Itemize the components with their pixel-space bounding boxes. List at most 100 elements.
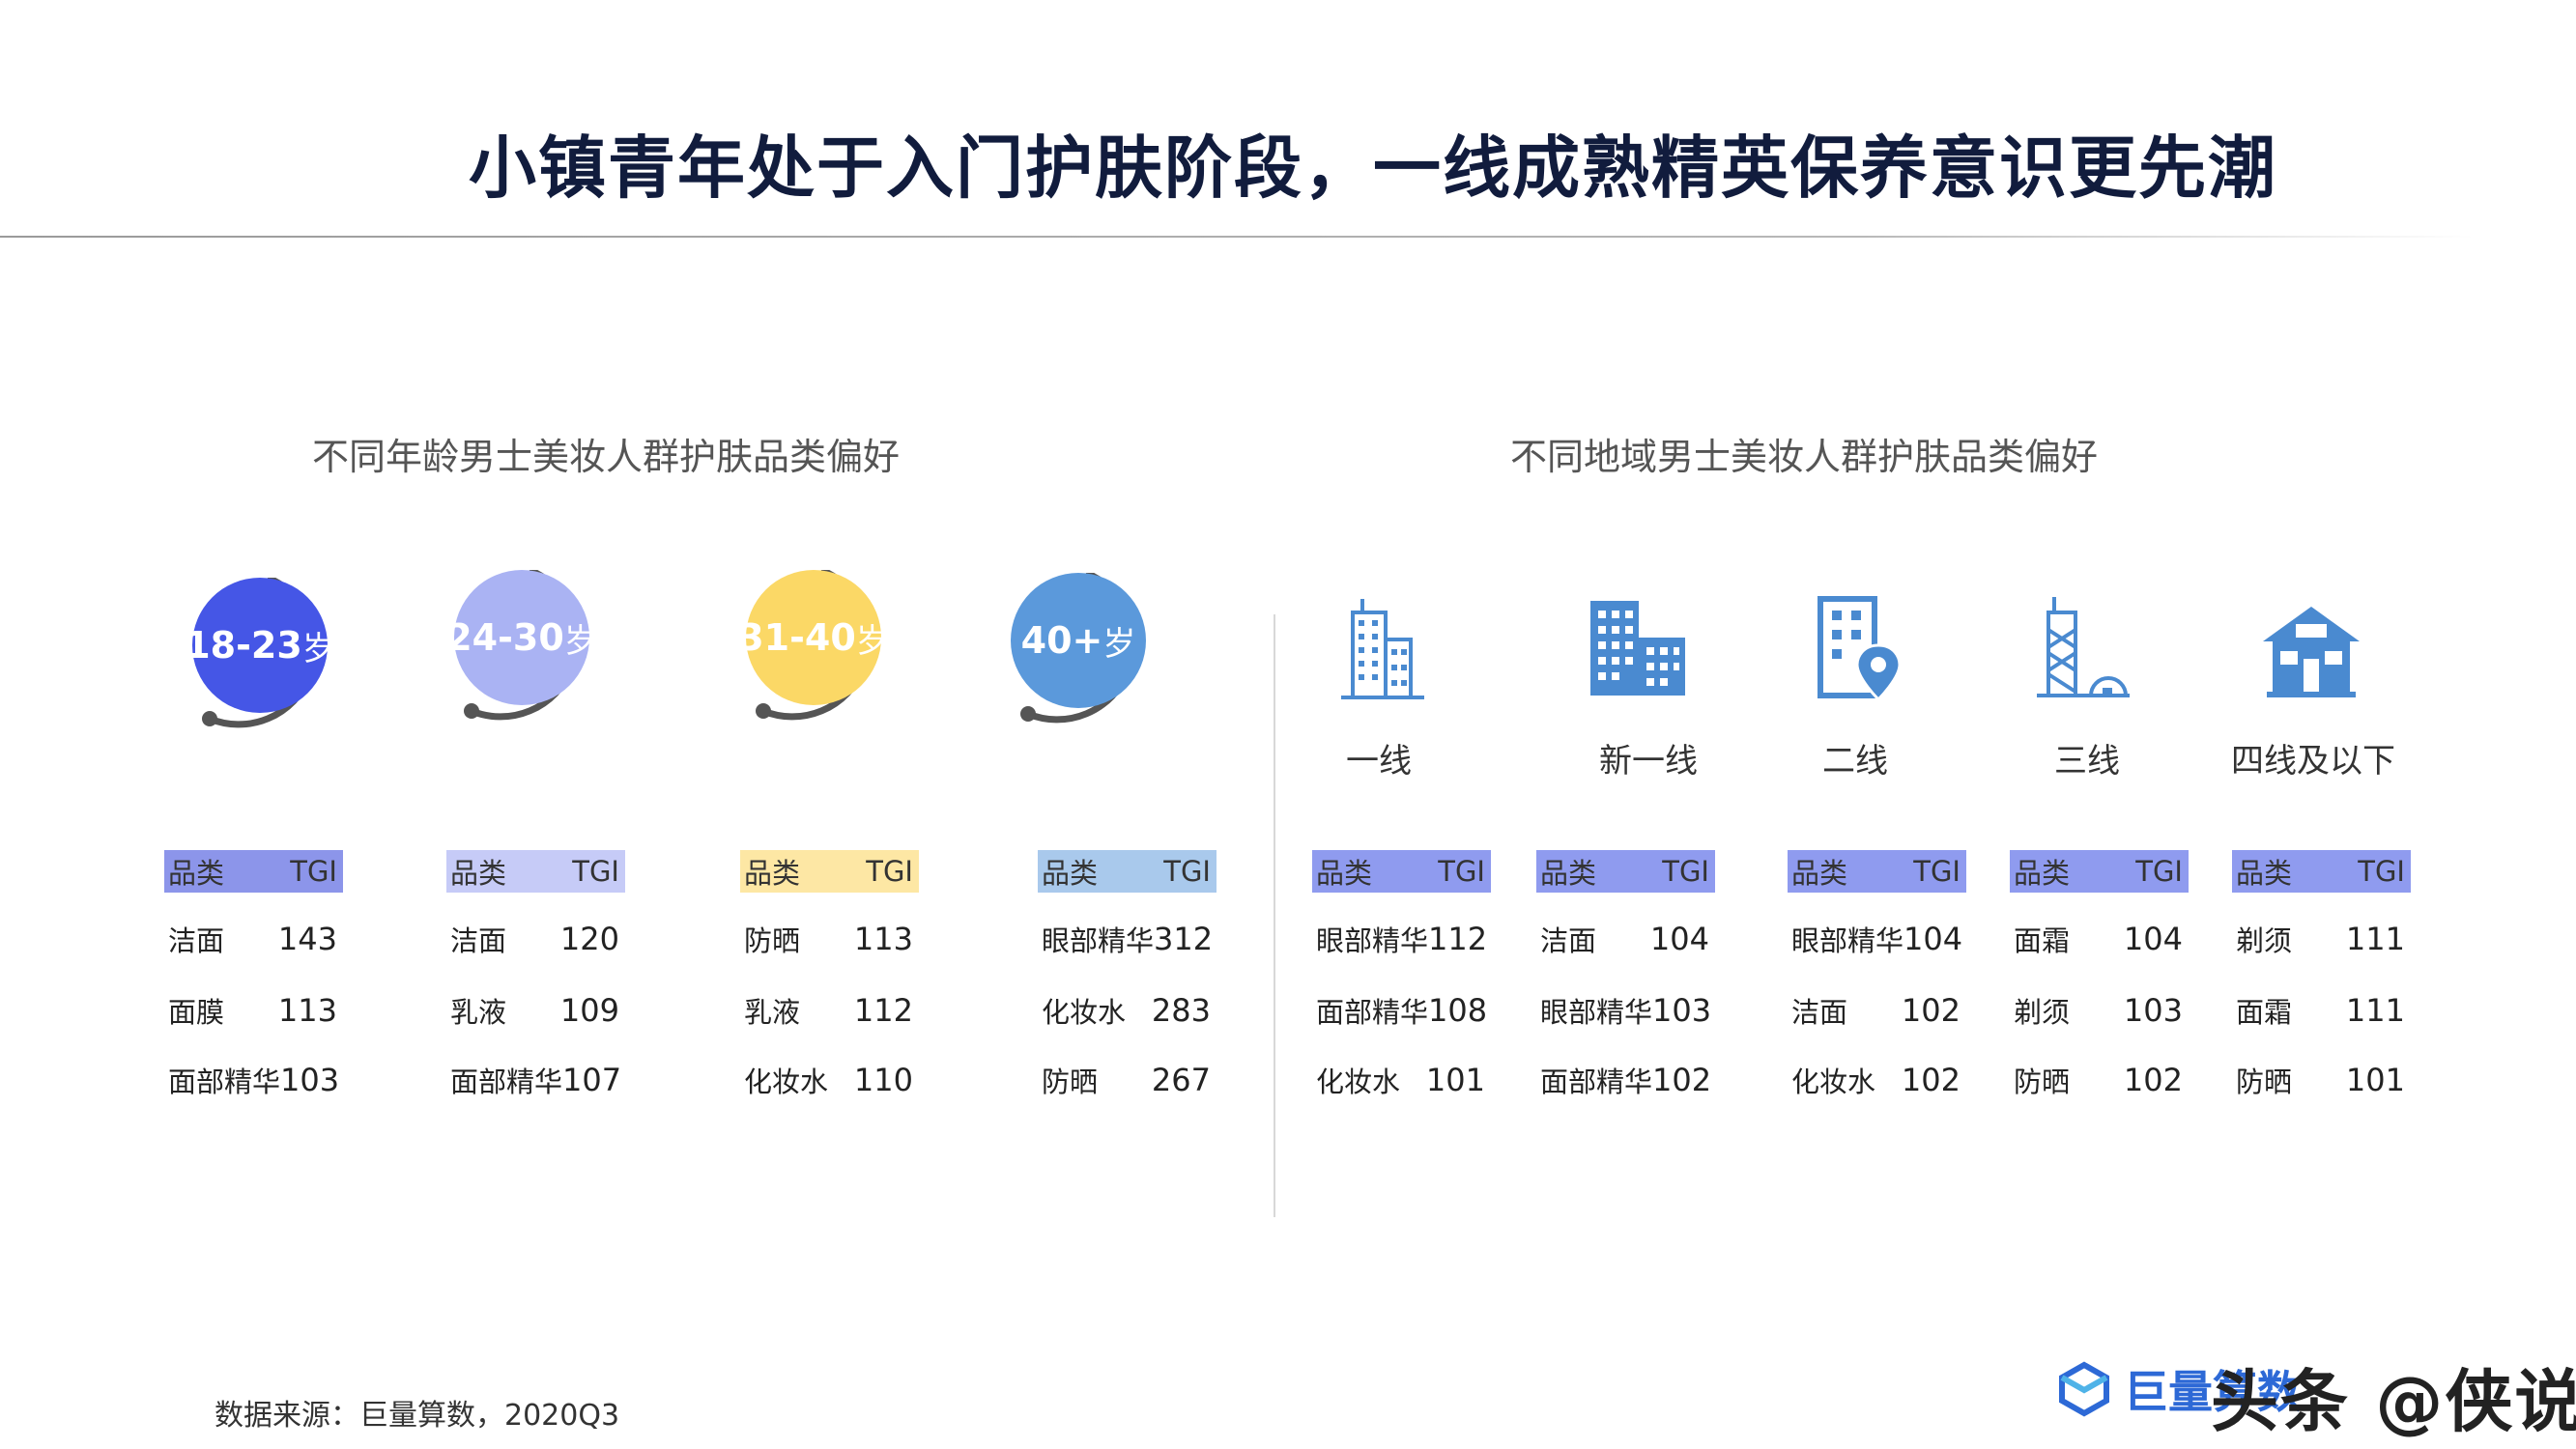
region-label-tier3: 三线 (2054, 742, 2120, 781)
data-source-note: 数据来源：巨量算数，2020Q3 (215, 1399, 620, 1433)
row-tgi: 283 (1151, 992, 1211, 1029)
header-tgi: TGI (1913, 855, 1961, 888)
watermark: 头条 @侠说 (2211, 1362, 2576, 1441)
table-row: 化妆水 101 (1312, 1059, 1491, 1101)
header-tgi: TGI (1662, 855, 1709, 888)
row-category: 洁面 (1540, 924, 1597, 957)
row-category: 洁面 (1791, 996, 1848, 1029)
age-table-18-23: 品类 TGI 洁面 143 面膜 113 面部精华 103 (164, 850, 343, 1101)
region-label-new-tier1: 新一线 (1599, 742, 1698, 781)
table-row: 面部精华 108 (1312, 989, 1491, 1032)
row-category: 防晒 (744, 924, 801, 957)
region-table-new-tier1: 品类 TGI 洁面 104 眼部精华 103 面部精华 102 (1536, 850, 1715, 1101)
row-category: 乳液 (450, 996, 507, 1029)
row-tgi: 102 (1901, 1062, 1961, 1098)
row-category: 面膜 (168, 996, 225, 1029)
age-disc: 40+ 岁 (1011, 573, 1146, 708)
region-label-tier4-below: 四线及以下 (2231, 742, 2395, 781)
brand-logo-text: 巨量算数 (2124, 1366, 2302, 1418)
header-category: 品类 (2236, 857, 2293, 890)
row-category: 防晒 (1042, 1065, 1099, 1098)
row-tgi: 101 (1425, 1062, 1485, 1098)
table-row: 面部精华 102 (1536, 1059, 1715, 1101)
header-category: 品类 (744, 857, 801, 890)
age-table-24-30: 品类 TGI 洁面 120 乳液 109 面部精华 107 (446, 850, 625, 1101)
row-category: 面部精华 (450, 1065, 563, 1098)
header-category: 品类 (1316, 857, 1373, 890)
table-row: 面部精华 103 (164, 1059, 343, 1101)
row-tgi: 113 (277, 992, 337, 1029)
section-divider (1274, 614, 1275, 1217)
row-category: 化妆水 (1791, 1065, 1876, 1098)
region-label-tier1: 一线 (1346, 742, 1412, 781)
age-badge-24-30: 24-30 岁 (446, 570, 620, 736)
row-tgi: 113 (853, 921, 913, 957)
header-tgi: TGI (2135, 855, 2183, 888)
brand-mark-icon (2059, 1361, 2109, 1417)
table-row: 乳液 109 (446, 989, 625, 1032)
row-tgi: 110 (853, 1062, 913, 1098)
table-row: 洁面 104 (1536, 918, 1715, 960)
table-row: 防晒 267 (1038, 1059, 1216, 1101)
table-row: 化妆水 102 (1788, 1059, 1966, 1101)
row-tgi: 104 (1649, 921, 1709, 957)
table-row: 防晒 113 (740, 918, 919, 960)
table-row: 面部精华 107 (446, 1059, 625, 1101)
table-row: 眼部精华 104 (1788, 918, 1966, 960)
row-tgi: 104 (2123, 921, 2183, 957)
age-disc: 31-40 岁 (738, 570, 889, 705)
row-category: 化妆水 (1316, 1065, 1401, 1098)
table-row: 洁面 102 (1788, 989, 1966, 1032)
table-row: 剃须 111 (2232, 918, 2411, 960)
row-category: 面部精华 (1316, 996, 1429, 1029)
row-category: 眼部精华 (1540, 996, 1653, 1029)
row-tgi: 120 (559, 921, 619, 957)
header-category: 品类 (450, 857, 507, 890)
row-tgi: 111 (2345, 992, 2405, 1029)
row-category: 面部精华 (1540, 1065, 1653, 1098)
table-row: 面霜 111 (2232, 989, 2411, 1032)
age-disc: 24-30 岁 (446, 570, 597, 705)
header-tgi: TGI (572, 855, 619, 888)
tower-icon (2037, 597, 2130, 697)
row-category: 眼部精华 (1042, 924, 1155, 957)
row-tgi: 143 (277, 921, 337, 957)
row-tgi: 103 (2123, 992, 2183, 1029)
table-row: 剃须 103 (2010, 989, 2189, 1032)
row-category: 洁面 (168, 924, 225, 957)
row-tgi: 102 (1652, 1062, 1712, 1098)
row-tgi: 104 (1903, 921, 1963, 957)
table-header: 品类 TGI (1788, 850, 1966, 893)
age-suffix: 岁 (563, 621, 597, 661)
row-tgi: 267 (1151, 1062, 1211, 1098)
age-number: 31-40 (738, 616, 856, 659)
table-row: 洁面 143 (164, 918, 343, 960)
header-tgi: TGI (866, 855, 913, 888)
row-category: 防晒 (2236, 1065, 2293, 1098)
row-tgi: 108 (1428, 992, 1488, 1029)
table-row: 眼部精华 103 (1536, 989, 1715, 1032)
row-tgi: 107 (562, 1062, 622, 1098)
row-category: 剃须 (2014, 996, 2071, 1029)
table-row: 面霜 104 (2010, 918, 2189, 960)
row-tgi: 112 (853, 992, 913, 1029)
region-section-title: 不同地域男士美妆人群护肤品类偏好 (1510, 436, 2099, 478)
region-table-tier1: 品类 TGI 眼部精华 112 面部精华 108 化妆水 101 (1312, 850, 1491, 1101)
header-tgi: TGI (290, 855, 337, 888)
table-row: 洁面 120 (446, 918, 625, 960)
table-header: 品类 TGI (1536, 850, 1715, 893)
row-tgi: 102 (2123, 1062, 2183, 1098)
table-header: 品类 TGI (164, 850, 343, 893)
row-tgi: 112 (1428, 921, 1488, 957)
office-buildings-icon (1590, 601, 1685, 696)
table-row: 化妆水 283 (1038, 989, 1216, 1032)
table-header: 品类 TGI (740, 850, 919, 893)
row-category: 眼部精华 (1316, 924, 1429, 957)
region-table-tier2: 品类 TGI 眼部精华 104 洁面 102 化妆水 102 (1788, 850, 1966, 1101)
row-category: 防晒 (2014, 1065, 2071, 1098)
row-tgi: 103 (1652, 992, 1712, 1029)
age-suffix: 岁 (855, 621, 889, 661)
table-row: 化妆水 110 (740, 1059, 919, 1101)
row-category: 化妆水 (744, 1065, 829, 1098)
row-category: 面部精华 (168, 1065, 281, 1098)
